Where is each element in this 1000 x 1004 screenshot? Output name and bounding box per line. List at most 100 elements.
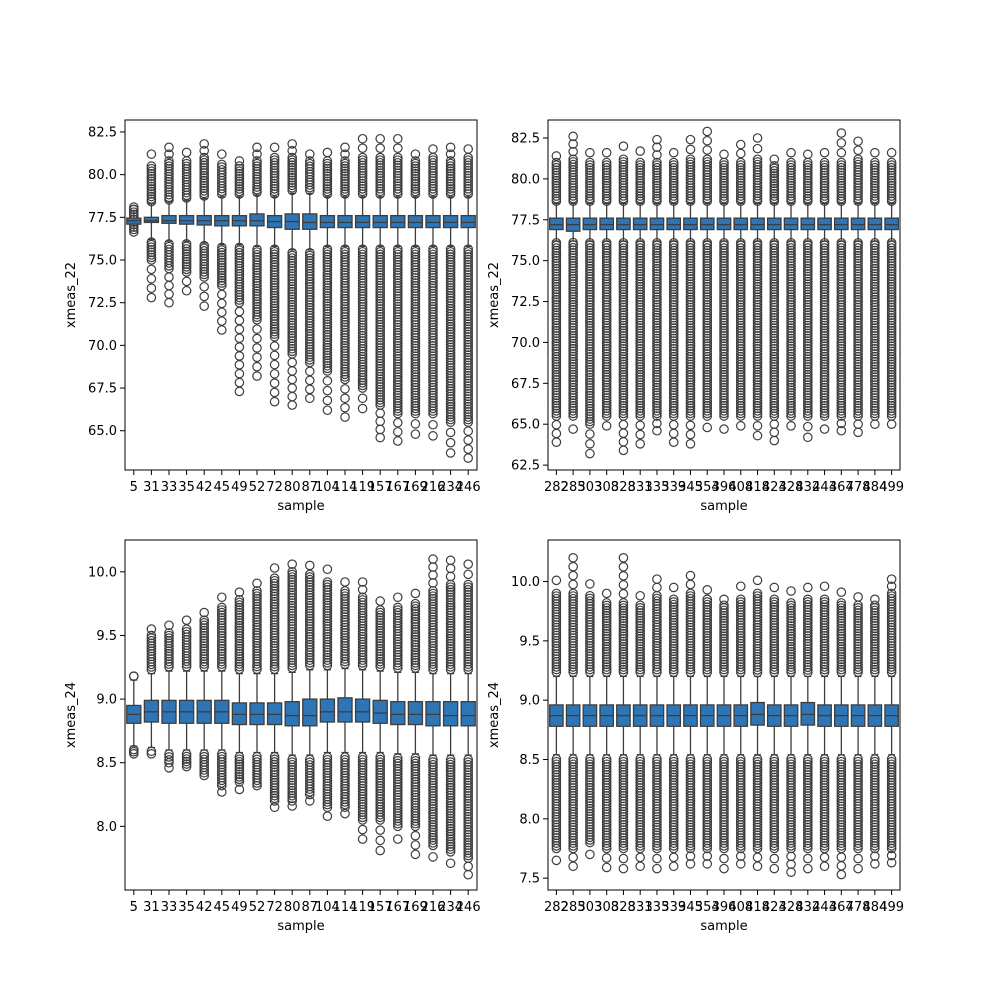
box-iqr xyxy=(303,214,317,229)
box-iqr xyxy=(144,217,158,222)
outlier-point xyxy=(253,363,261,371)
box-5 xyxy=(127,672,141,758)
outlier-point xyxy=(341,413,349,421)
box-328 xyxy=(617,142,630,455)
box-216 xyxy=(426,145,440,440)
box-iqr xyxy=(600,218,613,229)
outlier-point xyxy=(602,589,610,597)
box-iqr xyxy=(583,218,596,229)
outlier-point xyxy=(586,850,594,858)
box-285 xyxy=(566,132,579,433)
box-iqr xyxy=(320,216,334,228)
outlier-point xyxy=(429,853,437,861)
outlier-point xyxy=(376,135,384,143)
box-iqr xyxy=(717,218,730,229)
box-iqr xyxy=(851,218,864,229)
box-104 xyxy=(320,565,334,820)
outlier-point xyxy=(376,417,384,425)
box-49 xyxy=(232,157,246,396)
outlier-point xyxy=(770,155,778,163)
y-tick-label: 70.0 xyxy=(88,339,117,354)
outlier-point xyxy=(376,409,384,417)
box-428 xyxy=(784,149,797,431)
outlier-point xyxy=(837,129,845,137)
box-303 xyxy=(583,580,596,859)
x-tick-label: 5 xyxy=(130,480,138,495)
outlier-point xyxy=(235,307,243,315)
outlier-point xyxy=(270,388,278,396)
box-iqr xyxy=(701,218,714,229)
box-iqr xyxy=(373,216,387,228)
y-tick-label: 65.0 xyxy=(511,418,540,433)
outlier-point xyxy=(394,419,402,427)
outlier-point xyxy=(394,428,402,436)
outlier-point xyxy=(358,135,366,143)
outlier-point xyxy=(200,292,208,300)
outlier-point xyxy=(670,438,678,446)
outlier-point xyxy=(218,290,226,298)
box-iqr xyxy=(801,218,814,229)
outlier-point xyxy=(218,593,226,601)
y-tick-label: 82.5 xyxy=(511,131,540,146)
outlier-point xyxy=(446,449,454,457)
outlier-point xyxy=(619,429,627,437)
box-iqr xyxy=(617,218,630,229)
outlier-point xyxy=(182,616,190,624)
outlier-point xyxy=(619,142,627,150)
box-478 xyxy=(851,137,864,437)
box-167 xyxy=(391,593,405,843)
outlier-point xyxy=(602,149,610,157)
x-tick-label: 72 xyxy=(266,900,283,915)
box-31 xyxy=(144,150,158,302)
outlier-point xyxy=(147,150,155,158)
outlier-point xyxy=(323,148,331,156)
box-iqr xyxy=(408,216,422,228)
box-432 xyxy=(801,150,814,441)
box-331 xyxy=(633,147,646,448)
outlier-point xyxy=(686,440,694,448)
outlier-point xyxy=(619,563,627,571)
outlier-point xyxy=(569,580,577,588)
outlier-point xyxy=(619,864,627,872)
outlier-point xyxy=(670,149,678,157)
box-5 xyxy=(127,203,141,236)
outlier-point xyxy=(306,561,314,569)
outlier-point xyxy=(376,846,384,854)
outlier-point xyxy=(288,401,296,409)
outlier-point xyxy=(464,436,472,444)
outlier-point xyxy=(235,325,243,333)
x-tick-label: 52 xyxy=(249,480,266,495)
box-iqr xyxy=(180,216,194,225)
x-tick-label: 35 xyxy=(178,900,195,915)
outlier-point xyxy=(165,290,173,298)
outlier-point xyxy=(429,571,437,579)
x-tick-label: 52 xyxy=(249,900,266,915)
box-iqr xyxy=(835,218,848,229)
outlier-point xyxy=(464,570,472,578)
outlier-point xyxy=(394,593,402,601)
outlier-point xyxy=(288,375,296,383)
outlier-point xyxy=(165,298,173,306)
y-tick-label: 77.5 xyxy=(511,213,540,228)
outlier-point xyxy=(552,438,560,446)
outlier-point xyxy=(218,326,226,334)
box-80 xyxy=(285,140,299,410)
x-tick-label: 80 xyxy=(284,480,301,495)
box-345 xyxy=(684,135,697,448)
box-80 xyxy=(285,560,299,810)
y-tick-label: 75.0 xyxy=(88,254,117,269)
outlier-point xyxy=(464,560,472,568)
outlier-point xyxy=(235,361,243,369)
box-303 xyxy=(583,149,596,458)
outlier-point xyxy=(270,351,278,359)
outlier-point xyxy=(306,797,314,805)
box-443 xyxy=(818,149,831,434)
outlier-point xyxy=(218,308,226,316)
outlier-point xyxy=(619,581,627,589)
outlier-point xyxy=(619,854,627,862)
outlier-point xyxy=(552,856,560,864)
axes-frame xyxy=(125,540,477,890)
box-282 xyxy=(550,152,563,447)
outlier-point xyxy=(686,430,694,438)
outlier-point xyxy=(306,394,314,402)
